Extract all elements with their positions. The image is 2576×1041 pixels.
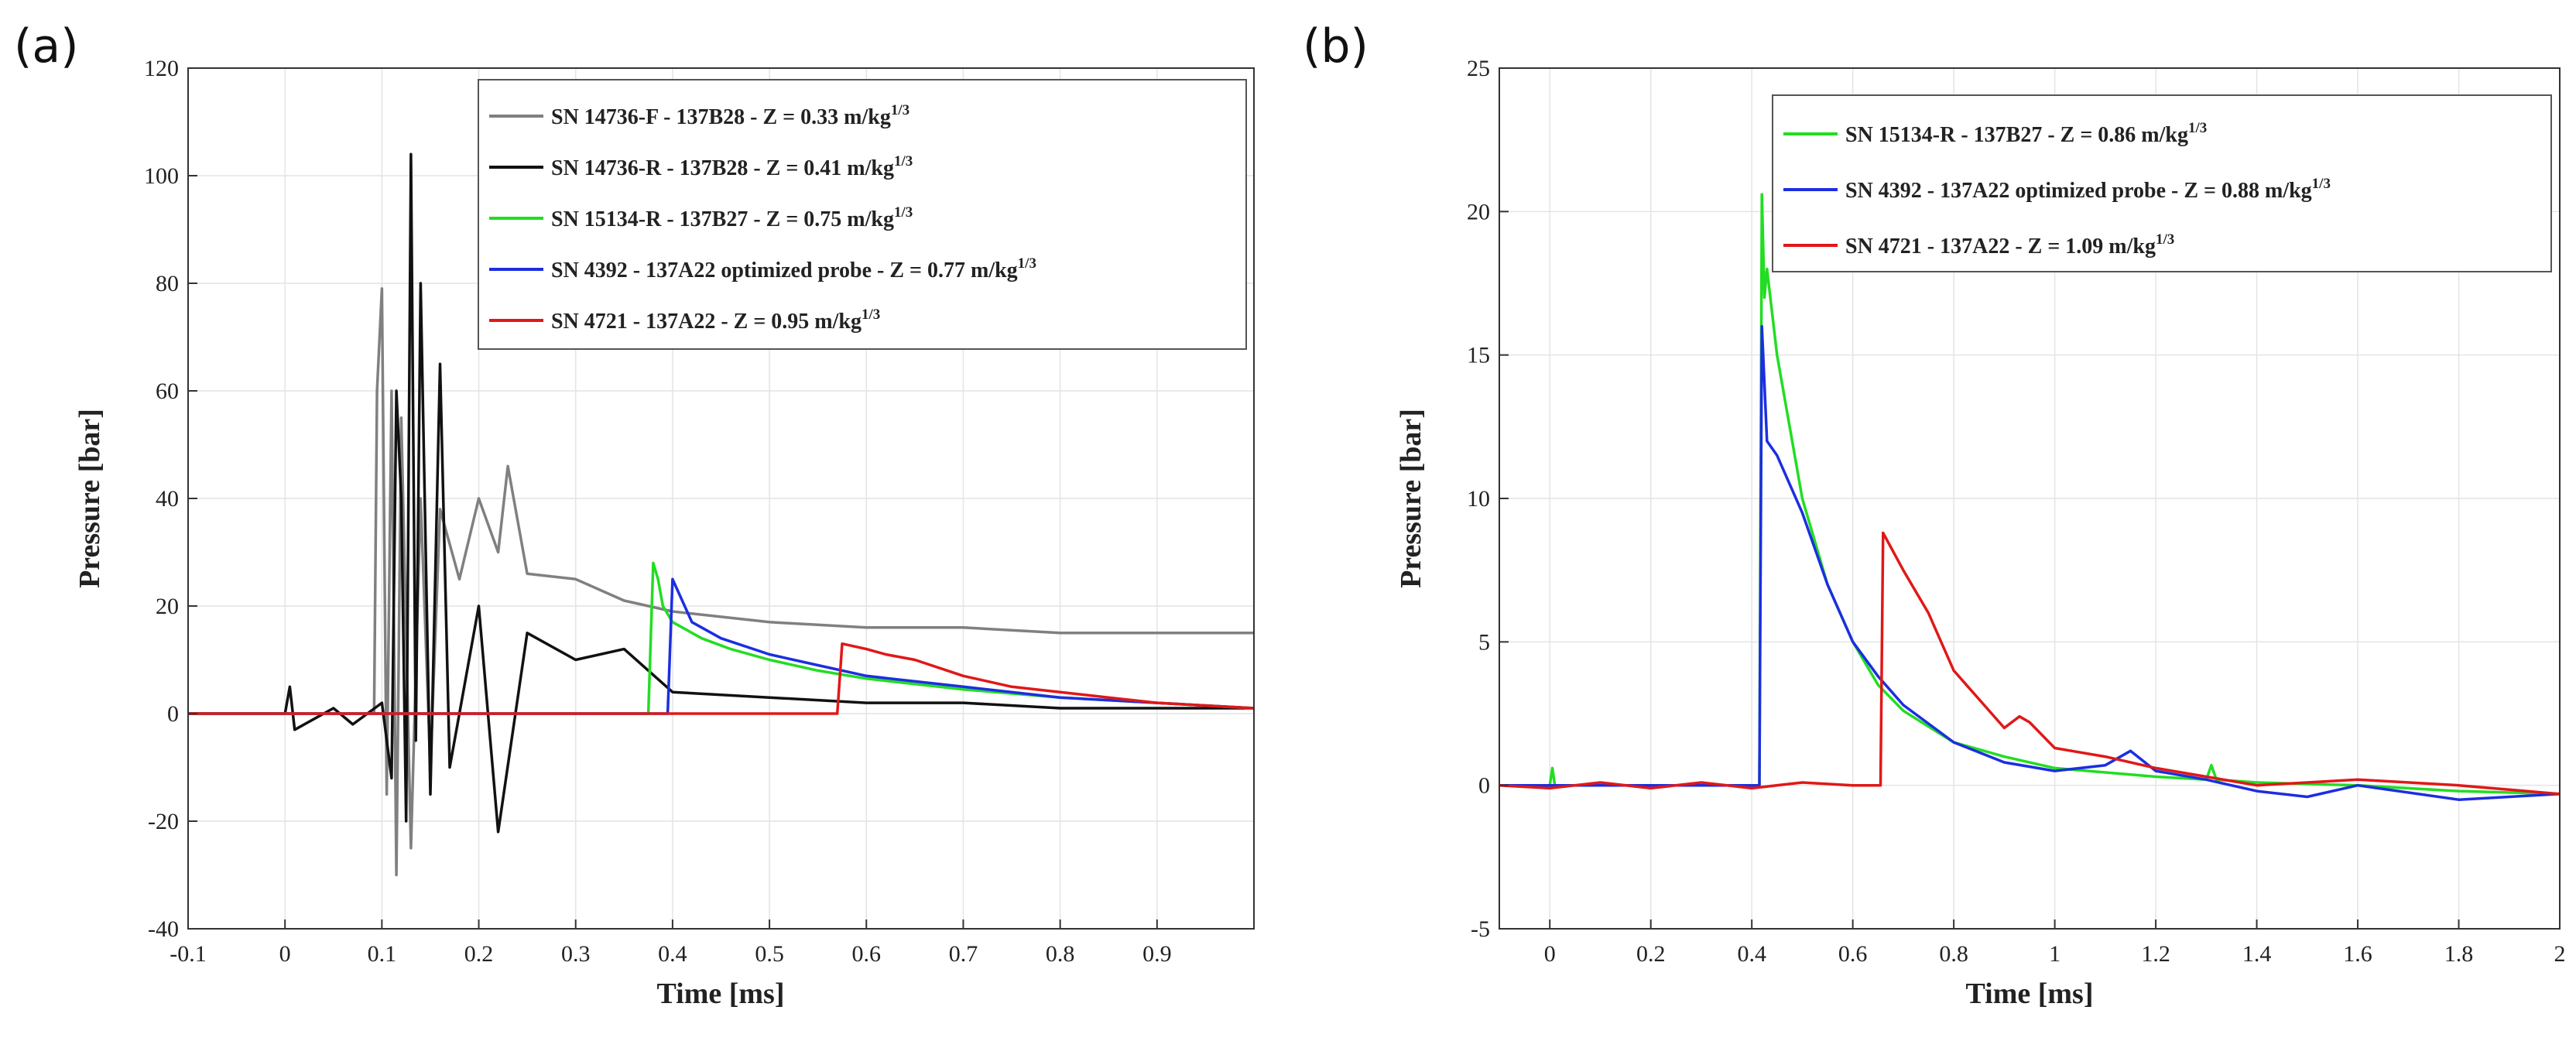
panel-a-legend-label-1: SN 14736-F - 137B28 - Z = 0.33 m/kg1/3 [551,102,909,129]
panel-a-xtick-label: 0.1 [368,941,397,967]
panel-a-xtick-label: 0.4 [658,941,687,967]
panel-b-xtick-label: 1.6 [2343,941,2372,967]
panel-b-ytick-label: 5 [1478,629,1490,655]
panel-b-xtick-label: 2 [2554,941,2566,967]
panel-b-xtick-label: 1 [2049,941,2060,967]
panel-a-legend-label-5: SN 4721 - 137A22 - Z = 0.95 m/kg1/3 [551,306,880,334]
panel-a-ytick-label: 0 [167,701,179,727]
panel-b-series [1499,193,2560,801]
panel-a-xtick-label: 0.3 [561,941,591,967]
panel-b-frame [1499,67,2561,930]
panel-a-series-5 [188,642,1254,715]
panel-a-ytick-label: 60 [156,378,179,404]
panel-a-xtick-label: 0.6 [852,941,882,967]
panel-b-xtick-label: 1.8 [2444,941,2474,967]
panel-a-ytick-label: 20 [156,594,179,619]
panel-b-xtick-label: 0.2 [1636,941,1666,967]
panel-a-xlabel: Time [ms] [657,978,785,1010]
panel-a-xtick-label: 0.2 [464,941,494,967]
panel-b-xtick-label: 0.8 [1939,941,1968,967]
panel-b-series-3 [1499,531,2560,796]
panel-b-ytick-label: 10 [1467,486,1490,512]
panel-b-xtick-label: 0 [1544,941,1556,967]
panel-a-ytick-label: -40 [148,916,179,942]
panel-b-legend-label-1: SN 15134-R - 137B27 - Z = 0.86 m/kg1/3 [1845,120,2207,147]
panel-a-ytick-label: -20 [148,809,179,834]
panel-b-legend-label-2: SN 4392 - 137A22 optimized probe - Z = 0… [1845,176,2331,203]
panel-b-ytick-label: 25 [1467,56,1490,81]
panel-b-xtick-label: 1.2 [2141,941,2170,967]
panel-b-ytick-label: -5 [1471,916,1490,942]
panel-b-legend-box [1772,94,2552,272]
panel-b: (b) 0 0.2 0.4 0.6 0.8 1 1.2 1.4 1.6 1.8 2 -5 0 5 10 15 2… [1303,19,2566,1010]
panel-a: (a) -0.1 0 0.1 0.2 0.3 0.4 0.5 0.6 0.7 0.8 0.9-40-… [14,19,1255,1010]
panel-b-ylabel: Pressure [bar] [1395,409,1427,588]
panel-b-xlabel: Time [ms] [1966,978,2094,1010]
panel-a-legend-label-3: SN 15134-R - 137B27 - Z = 0.75 m/kg1/3 [551,204,913,231]
panel-a-xtick-label: 0 [279,941,291,967]
panel-a-series [188,152,1254,877]
panel-a-ytick-label: 80 [156,271,179,296]
panel-b-ticks: 0 0.2 0.4 0.6 0.8 1 1.2 1.4 1.6 1.8 2 -5 0 5 10 15 20 25 [1467,56,2566,967]
panel-b-legend-label-3: SN 4721 - 137A22 - Z = 1.09 m/kg1/3 [1845,231,2174,259]
panel-b-ytick-label: 20 [1467,199,1490,224]
panel-a-frame [187,67,1255,930]
panel-b-xtick-label: 1.4 [2242,941,2272,967]
panel-a-series-2 [188,152,1254,834]
panel-b-xtick-label: 0.4 [1737,941,1766,967]
panel-a-label: (a) [14,19,79,74]
panel-a-ticks: -0.1 0 0.1 0.2 0.3 0.4 0.5 0.6 0.7 0.8 0.9 -40 -20 0 2… [144,56,1172,967]
panel-a-xtick-label: 0.5 [755,941,784,967]
panel-a-xtick-label: 0.7 [949,941,978,967]
panel-a-legend-box [478,79,1247,350]
panel-b-legend: SN 15134-R - 137B27 - Z = 0.86 m/kg1/3 SN… [1772,94,2552,272]
panel-a-legend: SN 14736-F - 137B28 - Z = 0.33 m/kg1/3 SN… [478,79,1247,350]
panel-a-ytick-label: 40 [156,486,179,512]
panel-a-legend-label-2: SN 14736-R - 137B28 - Z = 0.41 m/kg1/3 [551,153,913,180]
panel-a-xtick-label: -0.1 [170,941,207,967]
panel-a-ylabel: Pressure [bar] [74,409,106,588]
panel-b-ytick-label: 0 [1478,773,1490,799]
panel-a-ytick-label: 100 [144,163,179,189]
panel-b-ytick-label: 15 [1467,343,1490,368]
panel-b-series-2 [1499,324,2560,801]
panel-a-series-1 [188,287,1254,877]
panel-b-series-1 [1499,193,2560,796]
panel-a-xtick-label: 0.9 [1142,941,1172,967]
panel-a-legend-label-4: SN 4392 - 137A22 optimized probe - Z = 0… [551,255,1036,283]
panel-b-label: (b) [1303,19,1368,74]
panel-a-ytick-label: 120 [144,56,179,81]
panel-b-xtick-label: 0.6 [1838,941,1868,967]
panel-a-xtick-label: 0.8 [1046,941,1075,967]
